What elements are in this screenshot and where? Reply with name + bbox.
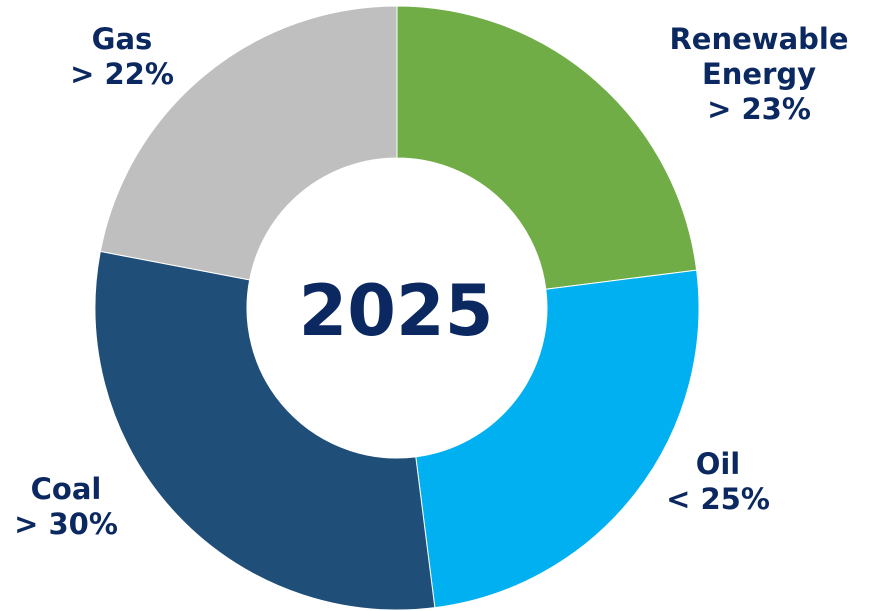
slice-label-coal: Coal > 30% [0,472,146,542]
slice-name-gas: Gas [91,22,153,56]
slice-label-oil: Oil < 25% [638,447,798,517]
slice-gas [99,5,398,281]
slice-coal [94,250,436,611]
slice-label-renewable-energy: Renewable Energy > 23% [654,22,864,126]
slice-oil [415,269,700,609]
slice-renewable-energy [396,5,698,290]
slice-value-gas: > 22% [70,56,174,91]
slice-value-coal: > 30% [14,506,118,541]
slice-name-renewable-line-2: Energy [701,56,817,91]
slice-name-coal: Coal [30,472,102,506]
slice-name-renewable-line-1: Renewable [669,22,849,56]
center-year-label: 2025 [298,270,494,352]
slice-value-oil: < 25% [666,481,770,516]
slice-value-renewable-energy: > 23% [707,91,811,126]
slice-label-gas: Gas > 22% [42,22,202,92]
slice-name-oil: Oil [695,447,741,481]
